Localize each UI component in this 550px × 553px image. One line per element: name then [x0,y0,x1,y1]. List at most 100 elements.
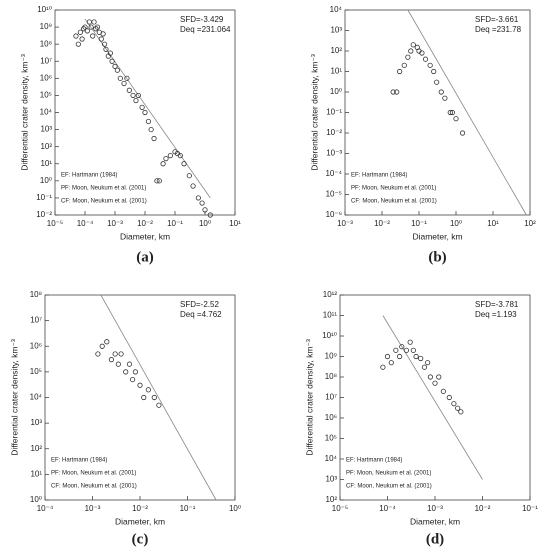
y-tick-label: 10⁹ [40,22,52,31]
y-tick-label: 10⁹ [325,352,337,361]
data-point [421,364,428,370]
data-point [145,387,151,393]
data-point [163,156,169,162]
x-tick-label: 10⁻³ [337,219,353,228]
data-point [156,402,162,408]
y-tick-label: 10² [40,142,52,151]
data-point [88,24,94,30]
data-point [91,19,97,25]
legend-note: CF: Moon, Neukum et al. (2001) [351,199,437,205]
legend-note: PF: Moon, Neukum et al. (2001) [351,186,436,192]
data-point [135,92,141,99]
data-point [190,183,196,189]
y-tick-label: 10³ [40,125,52,134]
y-tick-label: 10⁶ [30,341,42,350]
data-point [195,195,201,201]
data-point [79,36,85,42]
data-point [459,130,466,136]
data-point [422,56,429,62]
data-point [73,33,79,39]
data-point [177,152,183,159]
y-axis-label: Differential crater density, km⁻³ [304,339,314,456]
panel-label: (d) [426,531,444,547]
data-point [202,207,208,213]
data-point [160,161,166,167]
annotation: Deq =231.78 [475,25,522,34]
data-point [408,48,414,54]
data-point [167,152,173,159]
data-point [151,135,157,142]
data-point [410,42,416,48]
plot-frame [344,9,531,216]
data-point [156,178,162,184]
data-point [104,339,110,345]
data-point [407,339,413,345]
x-tick-label: 10⁰ [229,504,241,513]
y-tick-label: 10⁻⁴ [325,169,342,178]
y-tick-label: 10¹² [323,290,338,299]
x-tick-label: 10² [524,219,536,228]
data-point [124,75,130,81]
data-point [101,41,108,47]
data-point [405,54,411,60]
data-point [93,26,99,32]
x-tick-label: 10⁰ [199,219,211,228]
data-point [419,50,425,56]
data-point [132,369,138,375]
y-tick-label: 10¹ [30,469,42,478]
x-tick-label: 10⁻² [475,504,491,513]
annotation: SFD=-2.52 [180,300,219,309]
panel-label: (a) [136,249,154,265]
legend-note: PF: Moon, Neukum et al. (2001) [51,471,136,477]
y-tick-label: 10¹⁰ [37,5,52,14]
data-point [142,109,148,116]
x-axis-label: Diameter, km [410,516,460,526]
data-point [458,409,464,415]
annotation: SFD=-3.661 [475,15,519,24]
y-tick-label: 10³ [30,418,42,427]
data-point [397,353,403,360]
y-tick-label: 10⁷ [40,56,52,65]
annotation: Deq =4.762 [180,310,222,319]
data-point [75,41,81,47]
annotation: Deq =231.064 [180,25,231,34]
legend-note: EF: Hartmann (1984) [346,458,402,464]
data-point [94,24,101,30]
y-tick-label: 10⁴ [325,454,338,463]
plot-frame [44,294,236,501]
data-point [130,92,136,99]
y-tick-label: 10³ [325,475,337,484]
data-point [86,19,92,25]
y-tick-label: 10¹ [40,159,52,168]
y-tick-label: 10⁵ [325,434,337,443]
data-point [447,109,453,116]
y-tick-label: 10⁵ [40,91,52,100]
data-point [410,347,416,353]
y-tick-label: 10⁻⁶ [326,210,342,219]
data-point [115,361,121,367]
data-point [451,401,457,407]
data-point [81,26,87,32]
legend-note: EF: Hartmann (1984) [61,173,117,179]
data-point [112,351,118,357]
data-point [114,67,120,73]
legend-note: PF: Moon, Neukum et al. (2001) [61,186,146,192]
y-tick-label: 10² [325,495,337,504]
y-axis-label: Differential crater density, km⁻³ [309,54,319,171]
plot-frame [54,9,236,216]
x-tick-label: 10⁻⁴ [37,504,54,513]
data-point [384,353,391,360]
data-point [117,75,123,81]
y-tick-label: 10⁴ [30,393,43,402]
data-point [403,347,410,353]
data-point [413,353,419,360]
data-point [103,46,109,52]
y-tick-label: 10⁻³ [326,149,342,158]
data-point [139,104,145,110]
data-point [90,33,96,39]
data-point [453,116,459,122]
data-point [425,360,431,366]
data-point [434,79,440,85]
x-tick-label: 10⁻³ [427,504,443,513]
fit-line [382,315,483,480]
